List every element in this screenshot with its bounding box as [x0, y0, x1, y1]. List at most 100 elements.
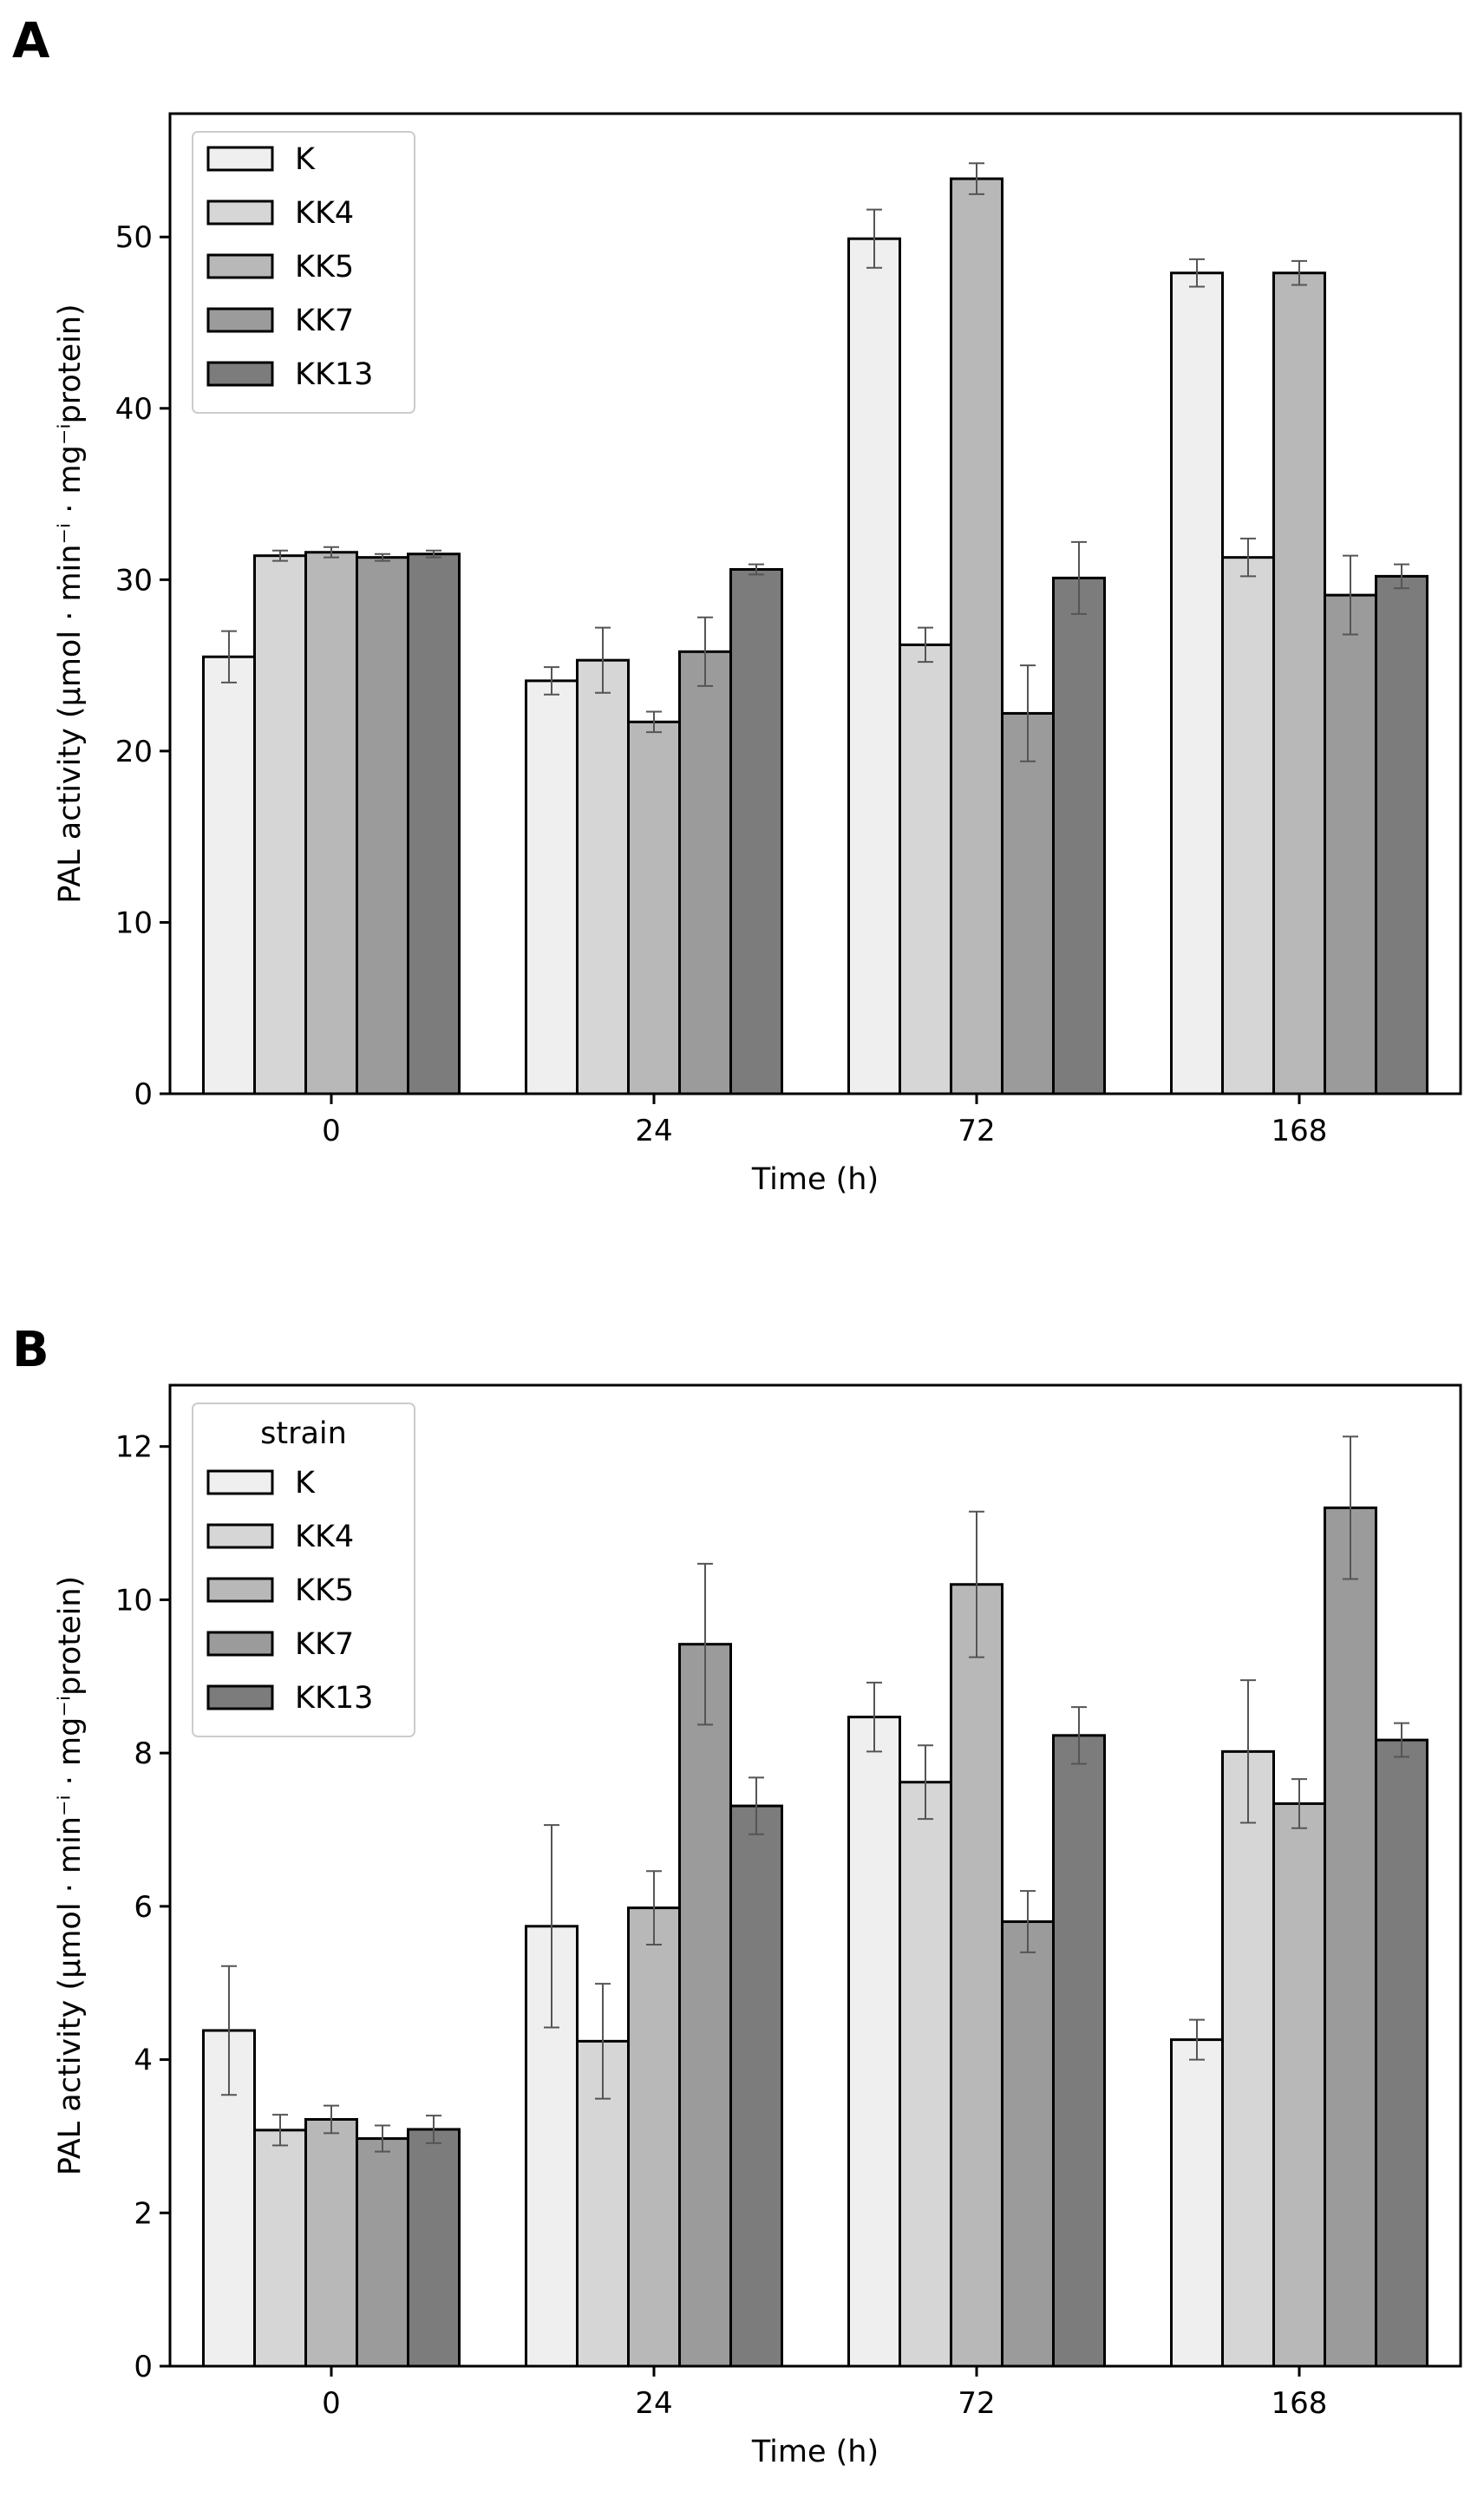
y-tick-label: 6 — [134, 1890, 153, 1925]
error-bar-kk7-t72 — [1020, 664, 1036, 762]
error-bar-kk5-t24 — [646, 1870, 662, 1946]
legend-swatch-kk5 — [206, 1577, 274, 1603]
legend-swatch-kk5 — [206, 253, 274, 279]
legend-swatch-kk7 — [206, 1631, 274, 1657]
error-bar-kk7-t24 — [697, 1562, 713, 1726]
error-bar-kk7-t0 — [375, 2124, 390, 2153]
panel-letter-a: A — [12, 13, 50, 69]
y-tick-label: 4 — [134, 2044, 153, 2078]
error-bar-kk13-t24 — [749, 563, 764, 576]
bar-kk5-t0 — [304, 551, 358, 1095]
x-tick-label: 168 — [1272, 1114, 1328, 1148]
bar-k-t72 — [847, 1716, 901, 2368]
error-bar-kk13-t168 — [1394, 563, 1409, 590]
x-tick-label: 24 — [635, 1114, 672, 1148]
bar-kk5-t24 — [627, 720, 681, 1095]
y-axis-label: PAL activity (μmol · min⁻ⁱ · mg⁻ⁱprotein… — [53, 1576, 88, 2175]
y-tick-label: 50 — [115, 220, 153, 255]
error-bar-kk5-t72 — [969, 162, 984, 195]
error-bar-kk5-t168 — [1291, 1778, 1307, 1829]
bar-kk5-t168 — [1272, 1802, 1326, 2368]
error-bar-k-t168 — [1189, 258, 1205, 288]
x-tick-label: 24 — [635, 2386, 672, 2421]
legend-label-kk7: KK7 — [295, 1627, 354, 1662]
error-bar-kk4-t72 — [918, 626, 933, 664]
bar-kk4-t168 — [1221, 556, 1275, 1095]
error-bar-kk13-t168 — [1394, 1722, 1409, 1758]
bar-kk5-t168 — [1272, 271, 1326, 1095]
bar-kk7-t168 — [1324, 593, 1377, 1095]
error-bar-kk4-t168 — [1240, 537, 1256, 578]
bar-k-t24 — [525, 679, 579, 1095]
error-bar-k-t72 — [866, 1681, 882, 1753]
error-bar-kk7-t168 — [1343, 554, 1358, 636]
bar-kk13-t0 — [407, 2128, 461, 2368]
error-bar-kk7-t24 — [697, 616, 713, 687]
y-tick-label: 0 — [134, 1077, 153, 1112]
legend-label-kk4: KK4 — [295, 196, 354, 231]
error-bar-kk5-t0 — [324, 546, 339, 559]
error-bar-kk4-t24 — [595, 626, 611, 694]
error-bar-kk13-t0 — [426, 549, 441, 559]
bar-kk5-t0 — [304, 2117, 358, 2368]
legend-label-kk5: KK5 — [295, 250, 354, 284]
error-bar-kk4-t24 — [595, 1983, 611, 2100]
chart-panel-a: 0 10 20 30 40 50 0 24 72 168 Time (h) PAL activity … — [53, 112, 1462, 1197]
bar-kk7-t72 — [1001, 1920, 1055, 2368]
error-bar-kk13-t0 — [426, 2115, 441, 2144]
legend-label-kk13: KK13 — [295, 357, 373, 392]
error-bar-kk4-t168 — [1240, 1679, 1256, 1824]
error-bar-k-t24 — [544, 666, 559, 696]
error-bar-k-t168 — [1189, 2018, 1205, 2061]
bar-kk13-t72 — [1052, 576, 1106, 1095]
x-tick-label: 168 — [1272, 2386, 1328, 2421]
legend-title: strain — [260, 1416, 347, 1451]
bar-k-t168 — [1170, 271, 1224, 1095]
bar-kk4-t72 — [899, 1781, 952, 2368]
error-bar-kk13-t24 — [749, 1776, 764, 1835]
legend-label-kk5: KK5 — [295, 1573, 354, 1608]
bar-kk13-t24 — [729, 1804, 783, 2368]
x-tick-label: 0 — [322, 2386, 341, 2421]
bar-k-t168 — [1170, 2038, 1224, 2368]
error-bar-kk5-t0 — [324, 2104, 339, 2135]
legend-label-kk4: KK4 — [295, 1520, 354, 1554]
x-axis-label: Time (h) — [751, 2435, 879, 2469]
bar-kk5-t24 — [627, 1906, 681, 2368]
bar-kk7-t0 — [356, 556, 409, 1095]
y-tick-label: 12 — [115, 1430, 153, 1465]
y-tick-label: 8 — [134, 1736, 153, 1771]
y-tick-label: 30 — [115, 563, 153, 598]
error-bar-kk7-t0 — [375, 553, 390, 562]
error-bar-kk7-t168 — [1343, 1435, 1358, 1580]
plot-frame — [168, 1383, 1462, 2368]
plot-frame — [168, 112, 1462, 1095]
bar-kk4-t168 — [1221, 1749, 1275, 2368]
y-tick-label: 40 — [115, 392, 153, 427]
error-bar-kk4-t0 — [272, 2114, 288, 2147]
legend-swatch-kk13 — [206, 1684, 274, 1710]
x-tick-label: 72 — [958, 1114, 995, 1148]
y-tick-label: 0 — [134, 2350, 153, 2384]
error-bar-kk13-t72 — [1071, 540, 1087, 615]
legend-swatch-kk4 — [206, 199, 274, 226]
legend-swatch-k — [206, 146, 274, 172]
bar-kk5-t72 — [950, 1583, 1003, 2368]
bar-kk13-t72 — [1052, 1734, 1106, 2368]
bar-k-t0 — [202, 655, 256, 1095]
legend: K KK4 KK5 KK7 KK13 — [192, 131, 415, 414]
panel-letter-b: B — [12, 1322, 49, 1378]
legend-swatch-kk7 — [206, 307, 274, 333]
legend-label-k: K — [295, 142, 316, 177]
legend-swatch-kk4 — [206, 1523, 274, 1549]
y-tick-label: 10 — [115, 906, 153, 940]
error-bar-kk5-t24 — [646, 710, 662, 734]
bar-k-t72 — [847, 237, 901, 1095]
error-bar-k-t72 — [866, 208, 882, 269]
legend-swatch-k — [206, 1469, 274, 1495]
bar-kk13-t0 — [407, 553, 461, 1095]
error-bar-kk4-t72 — [918, 1744, 933, 1821]
error-bar-kk13-t72 — [1071, 1706, 1087, 1765]
